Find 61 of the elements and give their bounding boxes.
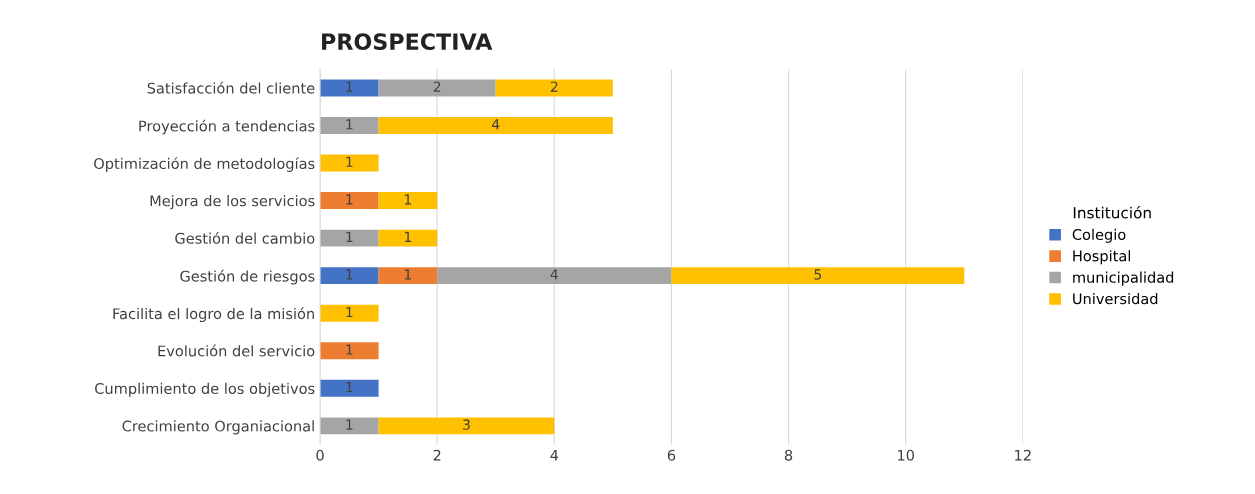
x-tick-label: 6 <box>667 449 676 461</box>
x-tick-label: 10 <box>898 449 914 461</box>
data-label: 2 <box>550 81 558 92</box>
bar <box>320 379 379 397</box>
data-label: 1 <box>346 306 353 318</box>
bar <box>320 304 379 322</box>
bar <box>378 417 555 435</box>
y-tick-label: Mejora de los servicios <box>150 195 315 210</box>
y-tick-label: Cumplimiento de los objetivos <box>95 382 315 397</box>
chart-title: PROSPECTIVA <box>322 33 493 51</box>
y-tick-label: Proyección a tendencias <box>139 119 315 135</box>
bar <box>320 342 379 360</box>
y-tick-label: Crecimiento Organiacional <box>122 420 314 435</box>
data-label: 1 <box>404 194 412 205</box>
data-label: 1 <box>404 269 412 280</box>
y-tick-label: Optimización de metodologías <box>94 157 315 172</box>
data-label: 1 <box>346 156 353 167</box>
y-tick-label: Gestión del cambio <box>175 231 315 244</box>
bar <box>320 192 379 210</box>
data-label: 1 <box>346 419 353 430</box>
bar <box>320 417 379 435</box>
bar <box>320 229 379 247</box>
legend-title: Institución <box>1073 206 1151 219</box>
y-tick-label: Gestión de riesgos <box>180 269 315 285</box>
bar <box>320 79 379 97</box>
bar <box>320 117 379 134</box>
x-tick-label: 0 <box>316 449 324 461</box>
bar <box>320 267 379 285</box>
x-tick-label: 2 <box>433 449 441 461</box>
data-label: 4 <box>550 269 558 280</box>
bar <box>378 229 438 247</box>
data-label: 1 <box>346 231 353 242</box>
data-label: 3 <box>463 419 470 430</box>
data-label: 5 <box>814 269 822 280</box>
data-label: 1 <box>404 231 412 242</box>
y-tick-label: Evolución del servicio <box>158 344 315 357</box>
bar <box>378 267 438 285</box>
legend-label: Universidad <box>1073 292 1158 305</box>
data-label: 1 <box>346 119 353 130</box>
data-label: 1 <box>346 269 353 280</box>
bar <box>378 117 613 134</box>
data-label: 1 <box>346 194 353 205</box>
bar <box>320 154 379 172</box>
x-tick-label: 12 <box>1015 449 1031 461</box>
x-tick-label: 8 <box>784 449 793 461</box>
bar <box>378 192 438 210</box>
bar <box>437 267 672 285</box>
y-tick-label: Facilita el logro de la misión <box>113 307 314 323</box>
legend-label: Colegio <box>1072 228 1126 243</box>
legend-label: municipalidad <box>1073 271 1174 286</box>
y-tick-label: Satisfacción del cliente <box>147 81 315 94</box>
data-label: 2 <box>433 81 441 92</box>
x-tick-label: 4 <box>550 449 559 461</box>
data-label: 1 <box>346 381 353 393</box>
bar <box>671 267 965 285</box>
data-label: 1 <box>346 344 353 355</box>
data-label: 1 <box>346 81 353 92</box>
legend-label: Hospital <box>1073 250 1131 265</box>
bar <box>378 79 496 97</box>
bar <box>495 79 613 97</box>
data-label: 4 <box>491 119 500 130</box>
